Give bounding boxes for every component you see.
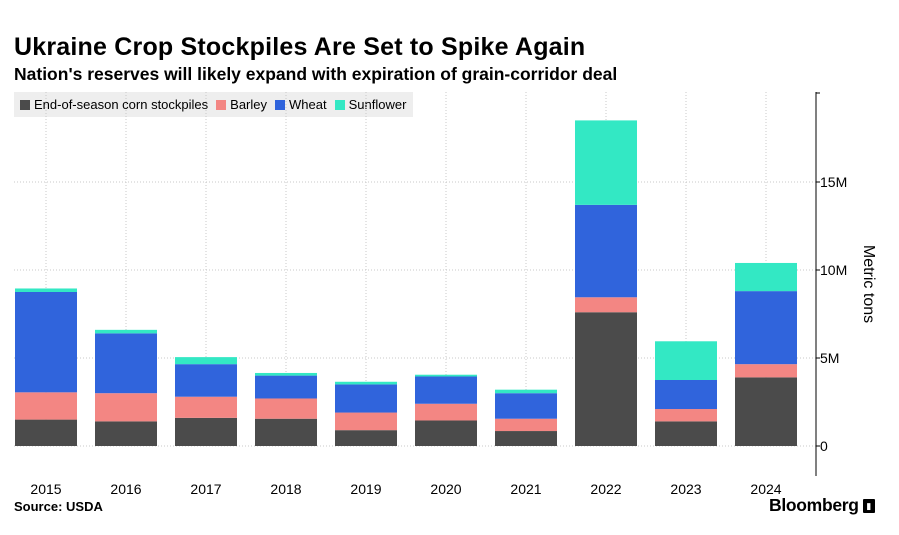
bar-segment-2016-2 [95, 333, 157, 394]
bar-segment-2017-3 [175, 357, 237, 365]
bar-segment-2022-1 [575, 297, 637, 313]
chart-title: Ukraine Crop Stockpiles Are Set to Spike… [14, 33, 586, 61]
bar-segment-2018-1 [255, 398, 317, 419]
legend-label-sunflower: Sunflower [348, 97, 407, 112]
bar-segment-2024-3 [735, 262, 797, 292]
bar-segment-2020-0 [415, 420, 477, 446]
bar-segment-2019-3 [335, 381, 397, 385]
brand-logo: Bloomberg ▮ [769, 495, 875, 516]
bar-segment-2017-2 [175, 364, 237, 397]
bar-segment-2018-2 [255, 375, 317, 399]
bar-segment-2016-1 [95, 393, 157, 422]
bar-segment-2022-3 [575, 120, 637, 205]
bar-segment-2020-3 [415, 374, 477, 377]
terminal-icon: ▮ [862, 498, 875, 513]
x-tick-label: 2020 [430, 481, 461, 497]
brand-name: Bloomberg [769, 495, 859, 515]
bar-segment-2015-3 [15, 288, 77, 292]
bar-segment-2021-2 [495, 393, 557, 419]
y-tick-label: 10M [820, 262, 847, 278]
bar-segment-2018-0 [255, 418, 317, 446]
legend-label-wheat: Wheat [289, 97, 327, 112]
legend-item-sunflower: Sunflower [334, 97, 407, 112]
y-tick-label: 5M [820, 350, 839, 366]
bar-segment-2024-2 [735, 291, 797, 365]
x-tick-label: 2018 [270, 481, 301, 497]
legend-item-corn: End-of-season corn stockpiles [20, 97, 208, 112]
bar-segment-2016-0 [95, 421, 157, 446]
bar-segment-2016-3 [95, 329, 157, 334]
bar-segment-2015-0 [15, 419, 77, 446]
bar-segment-2023-3 [655, 341, 717, 380]
legend-swatch-corn [20, 99, 30, 110]
x-tick-label: 2019 [350, 481, 381, 497]
bar-segment-2018-3 [255, 372, 317, 376]
source-note: Source: USDA [14, 499, 103, 514]
bar-segment-2021-0 [495, 431, 557, 446]
y-tick-label: 0 [820, 438, 828, 454]
x-tick-label: 2023 [670, 481, 701, 497]
legend-label-corn: End-of-season corn stockpiles [34, 97, 209, 112]
bar-segment-2021-1 [495, 418, 557, 432]
y-axis-label: Metric tons [860, 245, 877, 323]
bar-segment-2021-3 [495, 389, 557, 394]
x-tick-label: 2017 [190, 481, 221, 497]
bar-segment-2024-1 [735, 364, 797, 378]
bar-segment-2023-2 [655, 380, 717, 410]
legend-item-barley: Barley [216, 97, 267, 112]
x-tick-label: 2016 [110, 481, 141, 497]
bar-segment-2023-0 [655, 421, 717, 446]
legend-swatch-barley [216, 99, 227, 110]
bar-segment-2023-1 [655, 409, 717, 422]
legend-swatch-wheat [275, 99, 286, 110]
bar-segment-2015-1 [15, 392, 77, 420]
bar-segment-2019-1 [335, 412, 397, 431]
legend-label-barley: Barley [230, 97, 268, 112]
x-tick-label: 2015 [30, 481, 61, 497]
x-tick-label: 2024 [750, 481, 781, 497]
bar-segment-2022-2 [575, 204, 637, 298]
bar-segment-2019-2 [335, 384, 397, 413]
bar-segment-2020-1 [415, 403, 477, 421]
bar-segment-2024-0 [735, 377, 797, 446]
legend: End-of-season corn stockpiles Barley Whe… [14, 92, 414, 117]
chart-subtitle: Nation's reserves will likely expand wit… [14, 64, 618, 84]
bar-segment-2015-2 [15, 292, 77, 393]
bar-segment-2019-0 [335, 430, 397, 446]
bar-segment-2022-0 [575, 312, 637, 446]
bar-segment-2017-1 [175, 396, 237, 418]
x-tick-label: 2022 [590, 481, 621, 497]
legend-item-wheat: Wheat [275, 97, 327, 112]
legend-swatch-sunflower [334, 99, 345, 110]
y-tick-label: 15M [820, 174, 847, 190]
bar-segment-2017-0 [175, 417, 237, 446]
bar-segment-2020-2 [415, 376, 477, 404]
x-tick-label: 2021 [510, 481, 541, 497]
